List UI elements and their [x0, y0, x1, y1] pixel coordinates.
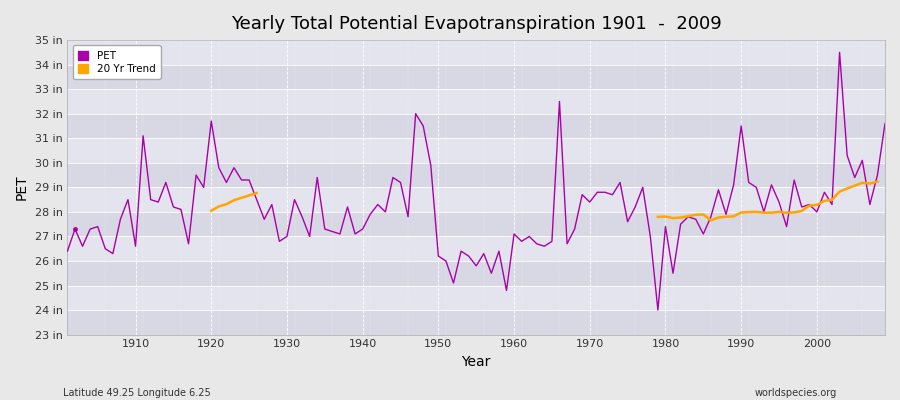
- Bar: [68, 138, 885, 163]
- Title: Yearly Total Potential Evapotranspiration 1901  -  2009: Yearly Total Potential Evapotranspiratio…: [230, 15, 722, 33]
- Bar: [68, 187, 885, 212]
- Bar: [68, 40, 885, 65]
- Legend: PET, 20 Yr Trend: PET, 20 Yr Trend: [73, 45, 160, 79]
- Bar: [68, 261, 885, 286]
- Y-axis label: PET: PET: [15, 174, 29, 200]
- Bar: [68, 286, 885, 310]
- Bar: [68, 163, 885, 187]
- X-axis label: Year: Year: [462, 355, 490, 369]
- Text: worldspecies.org: worldspecies.org: [755, 388, 837, 398]
- Bar: [68, 236, 885, 261]
- Bar: [68, 310, 885, 334]
- Bar: [68, 212, 885, 236]
- Bar: [68, 114, 885, 138]
- Bar: [68, 65, 885, 89]
- Bar: [68, 89, 885, 114]
- Text: Latitude 49.25 Longitude 6.25: Latitude 49.25 Longitude 6.25: [63, 388, 211, 398]
